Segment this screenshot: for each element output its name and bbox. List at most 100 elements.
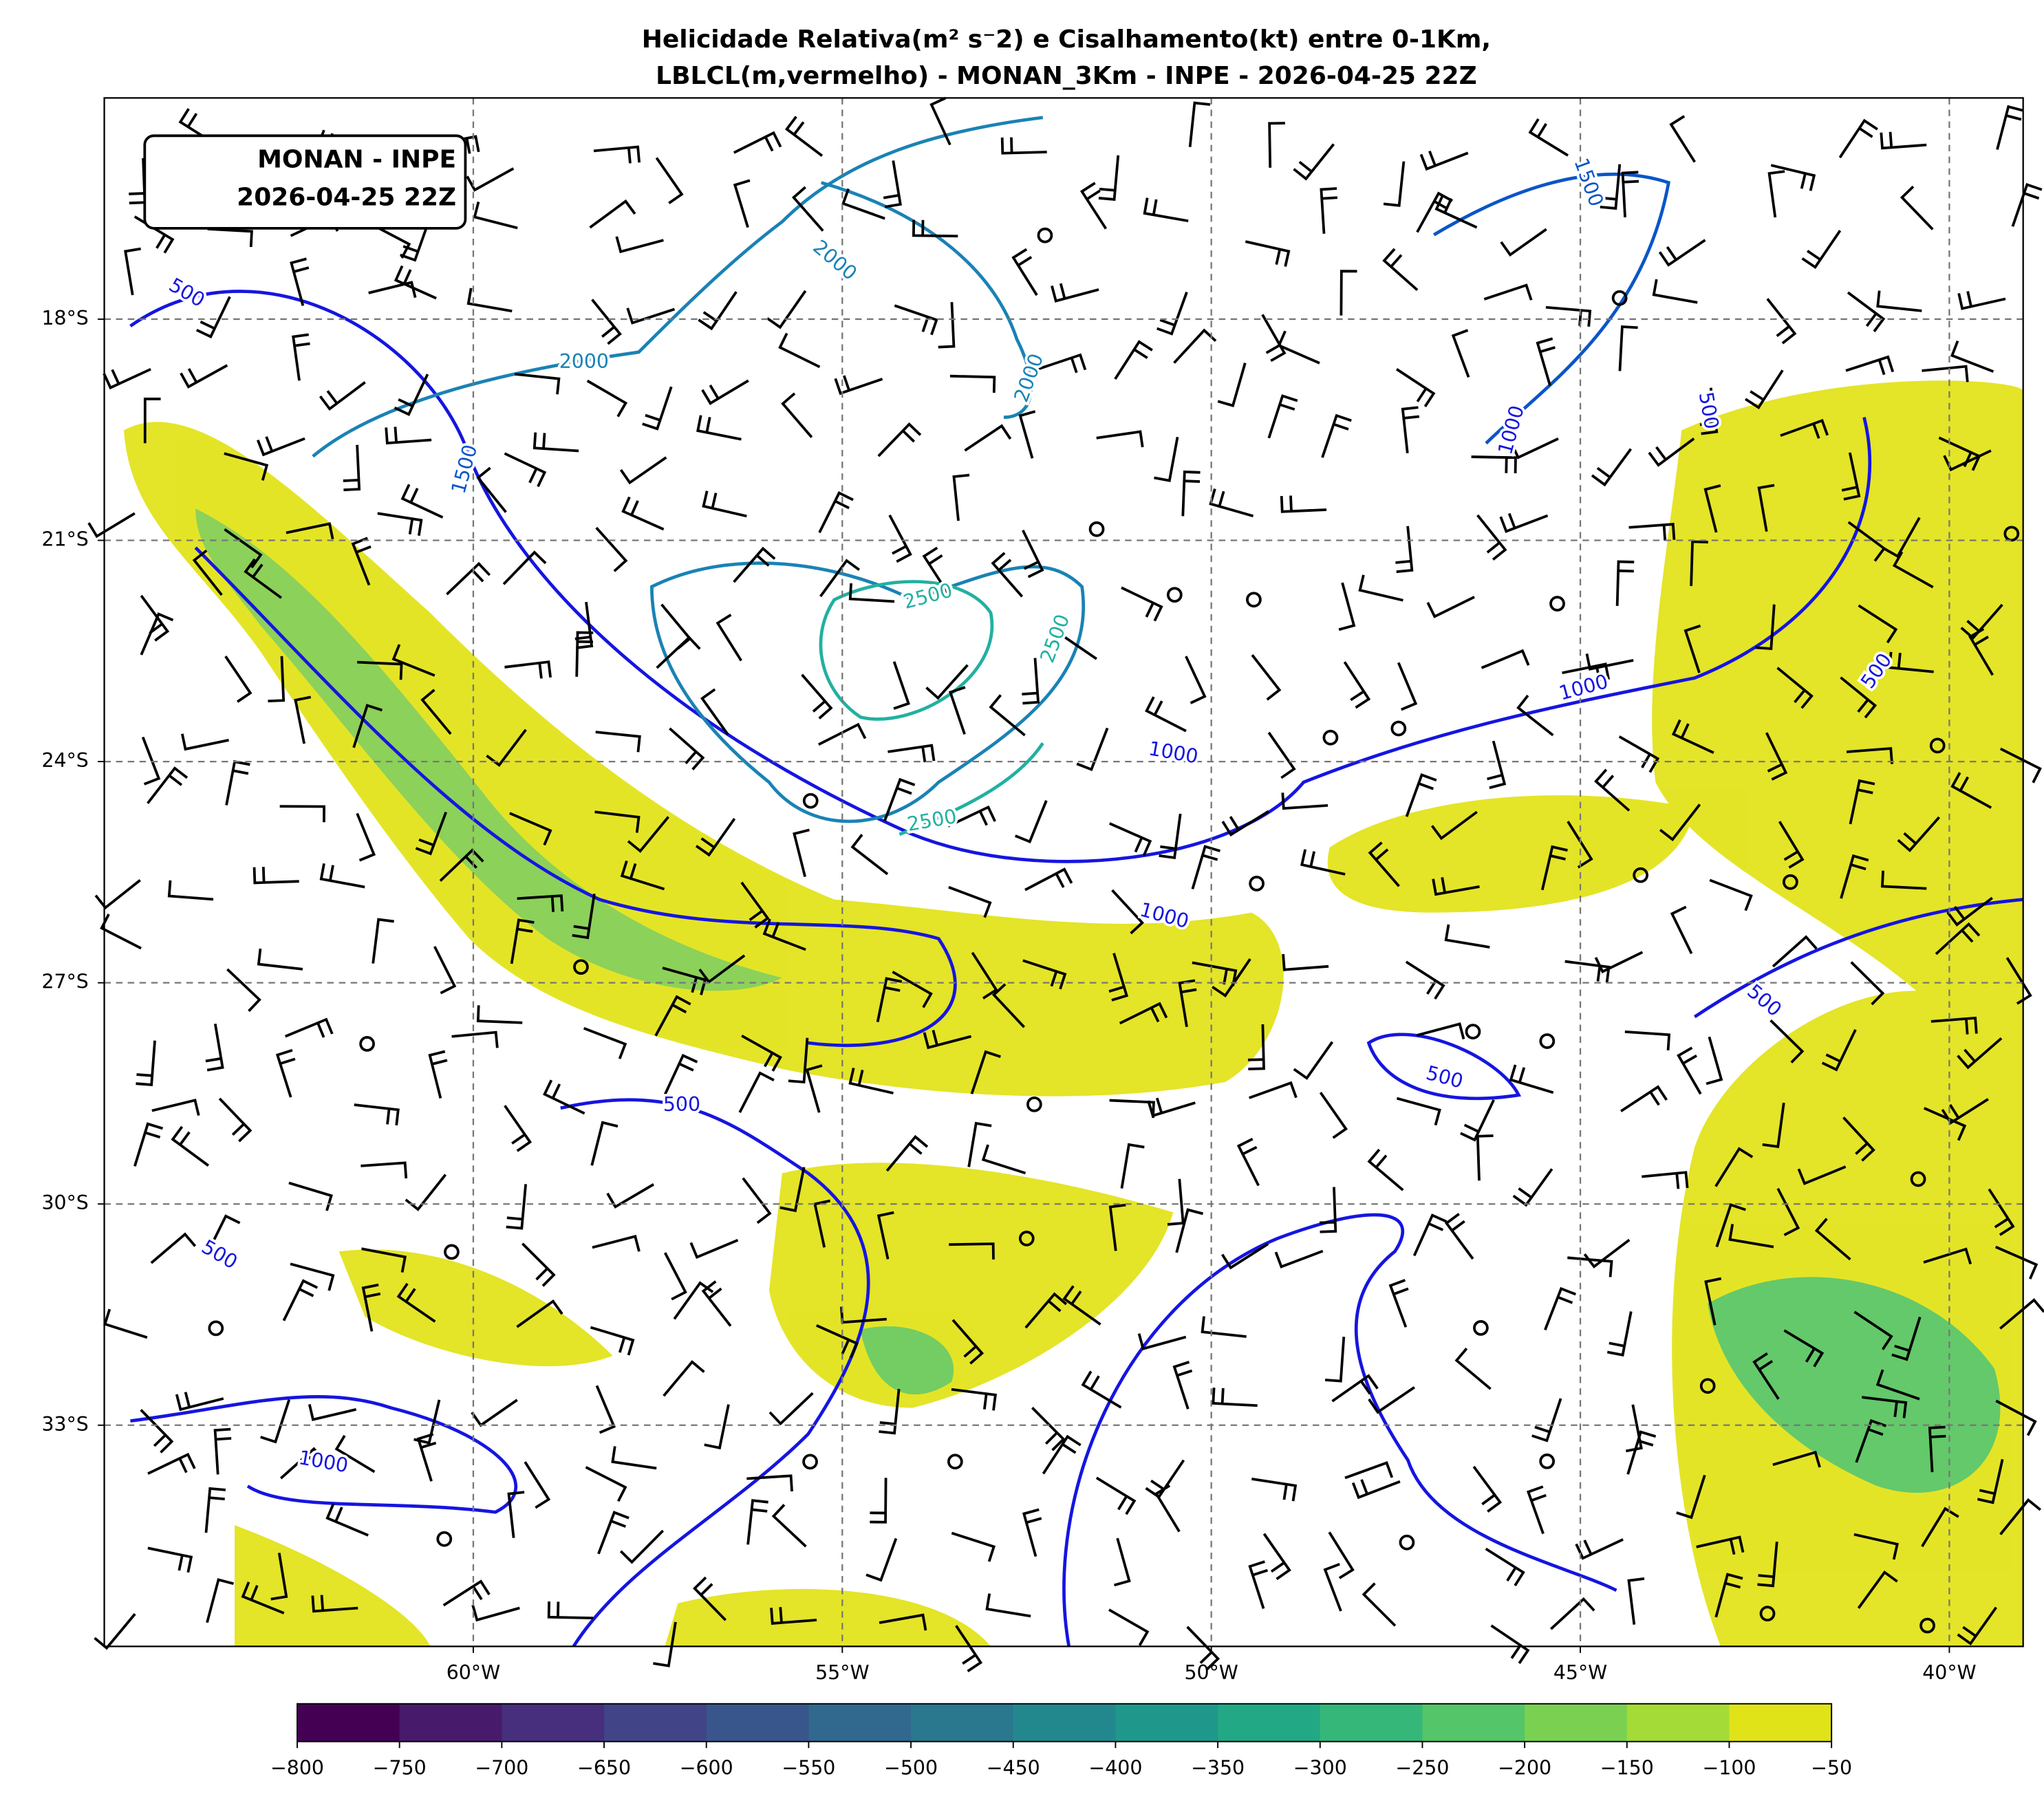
wind-barb — [669, 727, 705, 770]
wind-barb — [1416, 1022, 1465, 1039]
wind-barb — [955, 1625, 983, 1672]
wind-barb — [1510, 437, 1559, 460]
calm-marker — [1249, 876, 1265, 892]
wind-barb — [1600, 164, 1622, 210]
wind-barb — [1159, 813, 1182, 859]
wind-barb — [1772, 935, 1818, 968]
calm-marker — [208, 1320, 224, 1337]
wind-barb — [433, 946, 457, 995]
wind-barb — [949, 1242, 995, 1260]
wind-barb — [793, 828, 810, 877]
wind-barb — [597, 1511, 630, 1555]
wind-barb — [593, 145, 641, 164]
calm-marker — [1322, 729, 1339, 746]
wind-barb — [1209, 488, 1254, 518]
colorbar-tick-label: −750 — [373, 1756, 427, 1779]
info-box-line-1: MONAN - INPE — [257, 145, 456, 173]
wind-barb — [1487, 740, 1507, 790]
wind-barb — [592, 1234, 641, 1252]
wind-barb — [391, 644, 435, 677]
wind-barb — [1842, 1116, 1875, 1162]
wind-barb — [543, 1079, 585, 1115]
contour — [129, 290, 1871, 863]
wind-barb — [257, 948, 303, 971]
wind-barb — [1426, 596, 1475, 618]
wind-barb — [876, 1211, 894, 1260]
wind-barb — [1626, 1430, 1657, 1475]
wind-barb — [466, 167, 515, 192]
wind-barb — [770, 1607, 817, 1625]
wind-barb — [507, 1491, 525, 1538]
wind-barb — [1714, 1573, 1743, 1618]
wind-barb — [741, 1034, 782, 1072]
wind-barb — [504, 452, 547, 488]
wind-barb — [400, 217, 431, 262]
wind-barb — [1178, 979, 1197, 1027]
wind-barb — [595, 731, 641, 753]
wind-barb — [1625, 1404, 1643, 1453]
wind-barb — [701, 1280, 732, 1327]
wind-barb — [1108, 1203, 1126, 1251]
wind-barb — [213, 1427, 232, 1475]
wind-barb — [1121, 586, 1163, 622]
wind-barb — [951, 1319, 985, 1365]
colorbar: −800 −750 −700 −650 −600 −550 −500 −450 −400 −350… — [270, 1703, 1852, 1779]
wind-barb — [949, 374, 996, 393]
wind-barb — [695, 817, 736, 857]
wind-barb — [1500, 228, 1547, 257]
shade-ocean-core — [1708, 1277, 2001, 1493]
wind-barb — [2011, 182, 2043, 227]
wind-barb — [1550, 1597, 1595, 1630]
wind-barb — [1564, 960, 1611, 983]
wind-barb — [279, 1447, 325, 1480]
wind-barb — [292, 333, 310, 381]
wind-barb — [357, 660, 403, 680]
wind-barb — [150, 1232, 197, 1264]
wind-barb — [1483, 283, 1533, 301]
wind-barb — [1755, 604, 1776, 650]
wind-barb — [1999, 1498, 2042, 1535]
wind-barb — [1862, 1396, 1908, 1418]
wind-barb — [1175, 1208, 1204, 1253]
y-tick-label: 33°S — [41, 1413, 88, 1436]
wind-barb — [1221, 810, 1269, 837]
info-box-line-2: 2026-04-25 22Z — [237, 183, 456, 211]
wind-barb — [361, 1161, 408, 1179]
y-tick-label: 21°S — [41, 528, 88, 551]
info-box — [143, 134, 467, 230]
wind-barb — [180, 364, 228, 389]
wind-barb — [989, 694, 1026, 737]
wind-barb — [486, 728, 527, 767]
wind-barb — [947, 805, 996, 828]
wind-barb — [1594, 768, 1631, 812]
wind-barb — [1988, 1188, 2015, 1236]
map: 5002000150020002000150050010002500250010… — [87, 96, 2044, 1672]
colorbar-tick-label: −400 — [1088, 1756, 1142, 1779]
wind-barb — [938, 302, 956, 349]
wind-barb — [1875, 1369, 1920, 1401]
wind-barb — [1846, 746, 1893, 764]
wind-barb — [1251, 1477, 1298, 1502]
wind-barb — [224, 528, 263, 569]
wind-barb — [656, 636, 701, 669]
wind-barb — [1397, 662, 1418, 711]
colorbar-tick-label: −500 — [884, 1756, 938, 1779]
wind-barb — [1715, 1203, 1746, 1248]
calm-marker — [802, 792, 819, 809]
wind-barb — [1143, 197, 1189, 223]
wind-barb — [704, 1404, 730, 1449]
wind-barb — [923, 1030, 972, 1050]
wind-barb — [2005, 957, 2032, 1005]
wind-barb — [1930, 1016, 1978, 1035]
colorbar-segment — [1525, 1703, 1628, 1742]
wind-barb — [591, 299, 622, 345]
wind-barb — [887, 744, 936, 763]
wind-barb — [696, 415, 742, 441]
y-tick-label: 30°S — [41, 1191, 88, 1214]
wind-barb — [270, 1553, 288, 1601]
x-tick-label: 60°W — [447, 1661, 500, 1684]
calm-marker — [1390, 720, 1407, 737]
wind-barb — [147, 1452, 196, 1475]
wind-barb — [1405, 773, 1437, 817]
wind-barb — [206, 1578, 234, 1623]
